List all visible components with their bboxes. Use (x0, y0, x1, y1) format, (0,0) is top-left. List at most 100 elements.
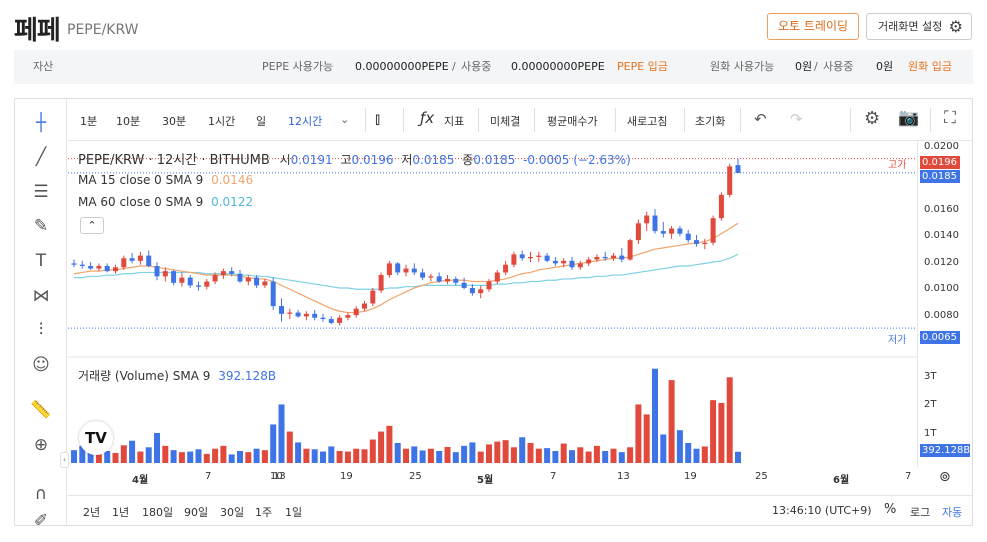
candle-body (254, 277, 260, 286)
avg-buy-button[interactable]: 평균매수가 (547, 115, 598, 128)
candle-body (627, 240, 633, 260)
divider (365, 108, 366, 132)
volume-bar (145, 447, 152, 463)
ma60-line (74, 253, 739, 290)
auto-trading-button[interactable]: 오토 트레이딩 (767, 13, 859, 40)
pepe-deposit-link[interactable]: PEPE 입금 (617, 60, 668, 73)
range-1d[interactable]: 1일 (285, 506, 303, 519)
tradingview-logo[interactable]: TV (79, 421, 113, 455)
price-tick: 0.0080 (924, 310, 959, 321)
price-axis: 0.0200 0.0160 0.0140 0.0120 0.0100 0.008… (917, 141, 972, 467)
scroll-left-handle[interactable]: ‹ (60, 452, 69, 468)
volume-bar (469, 442, 476, 463)
emoji-icon[interactable]: ☺ (32, 355, 50, 375)
log-toggle[interactable]: 로그 (910, 506, 931, 519)
interval-1h[interactable]: 1시간 (208, 115, 236, 128)
volume-bar (79, 445, 86, 463)
camera-icon[interactable]: 📷 (898, 108, 920, 128)
range-1w[interactable]: 1주 (255, 506, 273, 519)
high-price-tag: 0.0196 (920, 156, 960, 169)
text-icon[interactable]: T (35, 251, 47, 271)
candle-body (702, 242, 708, 244)
auto-toggle[interactable]: 자동 (942, 506, 963, 519)
candle-type-icon[interactable]: ⫾ (375, 109, 381, 128)
screen-settings-button[interactable]: 거래화면 설정 ⚙ (866, 13, 972, 40)
candle-body (544, 255, 550, 261)
candle-body (411, 268, 417, 273)
volume-bar (735, 451, 741, 463)
volume-bar (452, 452, 459, 463)
volume-bar (693, 448, 700, 463)
candle-body (445, 278, 450, 282)
krw-available-label: 원화 사용가능 (710, 60, 775, 73)
interval-10m[interactable]: 10분 (116, 115, 141, 128)
volume-bar (535, 448, 542, 463)
crosshair-icon[interactable]: ┼ (35, 113, 47, 133)
interval-day[interactable]: 일 (256, 115, 267, 128)
screen-settings-label: 거래화면 설정 (878, 20, 943, 33)
refresh-button[interactable]: 새로고침 (627, 115, 668, 128)
krw-deposit-link[interactable]: 원화 입금 (908, 60, 952, 73)
candle-body (669, 228, 675, 234)
volume-bar (295, 442, 302, 463)
pencil-icon[interactable]: ✐ (33, 511, 49, 531)
fullscreen-icon[interactable]: ⛶ (944, 108, 956, 128)
volume-bar (627, 447, 634, 463)
settings-icon[interactable]: ⚙ (864, 108, 881, 129)
range-30d[interactable]: 30일 (220, 506, 245, 519)
volume-bar (336, 451, 343, 463)
collapse-legend-button[interactable]: ⌃ (80, 217, 104, 234)
brush-icon[interactable]: ✎ (33, 216, 49, 236)
volume-bar (403, 448, 409, 463)
change-value: -0.0005 (−2.63%) (523, 153, 631, 167)
range-180d[interactable]: 180일 (142, 506, 174, 519)
candle-body (478, 289, 484, 294)
volume-bar (137, 451, 144, 463)
volume-legend: 거래량 (Volume) SMA 9 392.128B (78, 367, 276, 384)
zoom-in-icon[interactable]: ⊕ (33, 435, 49, 455)
unfilled-button[interactable]: 미체결 (490, 115, 521, 128)
volume-bar (444, 447, 451, 463)
low-value: 0.0185 (412, 153, 455, 167)
candle-body (88, 265, 94, 269)
volume-label: 거래량 (Volume) SMA 9 (78, 369, 211, 383)
chevron-down-icon[interactable]: ⌄ (340, 113, 350, 126)
candle-body (727, 166, 733, 195)
ma60-value: 0.0122 (211, 195, 254, 209)
prediction-icon[interactable]: ⫶ (38, 320, 44, 340)
undo-icon[interactable]: ↶ (754, 110, 767, 128)
candle-body (569, 260, 575, 268)
pattern-icon[interactable]: ⋈ (32, 286, 50, 306)
interval-30m[interactable]: 30분 (162, 115, 187, 128)
indicators-button[interactable]: 지표 (444, 115, 465, 128)
range-2y[interactable]: 2년 (83, 506, 101, 519)
time-tick: 13 (273, 471, 286, 482)
interval-12h-active[interactable]: 12시간 (288, 115, 323, 128)
range-1y[interactable]: 1년 (112, 506, 130, 519)
divider (403, 108, 404, 132)
range-90d[interactable]: 90일 (184, 506, 209, 519)
pepe-in-use-value: 0.00000000PEPE (511, 60, 605, 73)
trend-line-icon[interactable]: ╱ (35, 147, 47, 167)
magnet-icon[interactable]: ∩ (34, 484, 48, 504)
goto-date-icon[interactable]: ⊚ (939, 469, 951, 485)
range-bar: 2년 1년 180일 90일 30일 1주 1일 13:46:10 (UTC+9… (68, 495, 972, 525)
ruler-icon[interactable]: 📏 (30, 400, 52, 420)
volume-bar (320, 451, 326, 463)
volume-tick: 2T (924, 399, 937, 410)
interval-1m[interactable]: 1분 (80, 115, 98, 128)
open-label: 시 (279, 153, 291, 167)
fib-lines-icon[interactable]: ☰ (33, 182, 49, 202)
time-tick: 7 (905, 471, 912, 482)
chart-plot[interactable] (68, 141, 917, 467)
ma15-legend: MA 15 close 0 SMA 9 0.0146 (78, 173, 253, 187)
function-icon[interactable]: ƒx (420, 109, 435, 127)
volume-bar (552, 451, 559, 463)
volume-bar (195, 449, 202, 463)
redo-icon[interactable]: ↷ (790, 110, 803, 128)
candle-body (71, 263, 77, 265)
percent-toggle[interactable]: % (884, 502, 897, 517)
candle-body (436, 276, 442, 282)
reset-button[interactable]: 초기화 (695, 115, 726, 128)
volume-bar (427, 448, 434, 463)
